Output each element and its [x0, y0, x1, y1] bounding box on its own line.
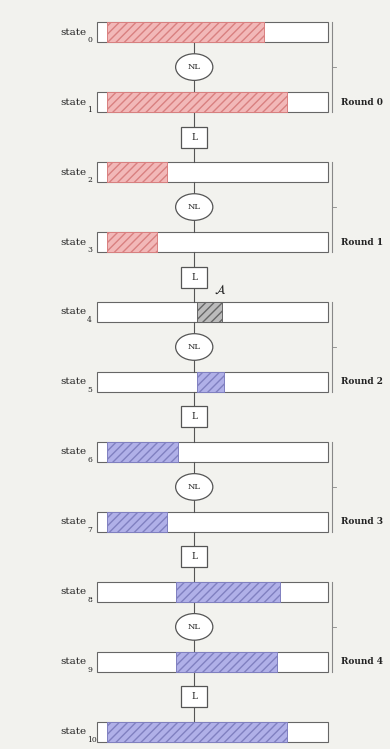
- Bar: [107, 512, 167, 532]
- Bar: [107, 22, 264, 42]
- Text: state: state: [60, 97, 86, 106]
- Bar: [181, 267, 207, 288]
- Ellipse shape: [176, 194, 213, 220]
- Bar: [98, 722, 328, 742]
- Bar: [197, 303, 222, 322]
- Text: state: state: [60, 237, 86, 246]
- Text: state: state: [60, 518, 86, 527]
- Bar: [107, 722, 287, 742]
- Text: L: L: [191, 413, 197, 422]
- Bar: [98, 442, 328, 461]
- Text: 10: 10: [87, 736, 97, 744]
- Text: 8: 8: [87, 595, 92, 604]
- Text: state: state: [60, 168, 86, 177]
- Bar: [98, 372, 328, 392]
- Bar: [98, 512, 328, 532]
- Bar: [176, 652, 277, 672]
- Text: L: L: [191, 133, 197, 142]
- Bar: [98, 582, 328, 601]
- Text: 9: 9: [87, 666, 92, 673]
- Text: state: state: [60, 308, 86, 317]
- Bar: [197, 372, 224, 392]
- Bar: [98, 303, 328, 322]
- Ellipse shape: [176, 473, 213, 500]
- Bar: [98, 22, 328, 42]
- Text: Round 3: Round 3: [341, 518, 383, 527]
- Text: state: state: [60, 447, 86, 456]
- Text: L: L: [191, 692, 197, 701]
- Bar: [98, 92, 328, 112]
- Text: 0: 0: [87, 36, 92, 44]
- Bar: [107, 163, 167, 182]
- Text: NL: NL: [188, 623, 201, 631]
- Text: L: L: [191, 553, 197, 562]
- Bar: [176, 582, 280, 601]
- Bar: [181, 407, 207, 428]
- Text: Round 1: Round 1: [341, 237, 383, 246]
- Bar: [107, 22, 264, 42]
- Bar: [98, 652, 328, 672]
- Text: Round 0: Round 0: [341, 97, 383, 106]
- Text: 5: 5: [87, 386, 92, 394]
- Text: 3: 3: [87, 246, 92, 254]
- Text: 1: 1: [87, 106, 92, 114]
- Text: 4: 4: [87, 316, 92, 324]
- Bar: [107, 232, 158, 252]
- Bar: [176, 582, 280, 601]
- Bar: [107, 442, 178, 461]
- Bar: [98, 163, 328, 182]
- Text: NL: NL: [188, 203, 201, 211]
- Ellipse shape: [176, 613, 213, 640]
- Bar: [181, 127, 207, 148]
- Ellipse shape: [176, 334, 213, 360]
- Bar: [107, 442, 178, 461]
- Text: L: L: [191, 273, 197, 282]
- Text: 6: 6: [87, 455, 92, 464]
- Text: state: state: [60, 587, 86, 596]
- Text: Round 2: Round 2: [341, 377, 383, 386]
- Bar: [107, 722, 287, 742]
- Text: NL: NL: [188, 343, 201, 351]
- Bar: [107, 512, 167, 532]
- Text: 7: 7: [87, 526, 92, 534]
- Text: state: state: [60, 377, 86, 386]
- Bar: [197, 303, 222, 322]
- Bar: [98, 232, 328, 252]
- Bar: [107, 92, 287, 112]
- Bar: [176, 652, 277, 672]
- Bar: [107, 92, 287, 112]
- Bar: [181, 547, 207, 568]
- Text: state: state: [60, 727, 86, 736]
- Text: NL: NL: [188, 63, 201, 71]
- Ellipse shape: [176, 54, 213, 80]
- Text: state: state: [60, 28, 86, 37]
- Text: 2: 2: [87, 176, 92, 184]
- Bar: [107, 163, 167, 182]
- Text: NL: NL: [188, 483, 201, 491]
- Text: state: state: [60, 658, 86, 667]
- Text: Round 4: Round 4: [341, 658, 383, 667]
- Bar: [181, 686, 207, 707]
- Bar: [197, 372, 224, 392]
- Bar: [107, 232, 158, 252]
- Text: $\mathcal{A}$: $\mathcal{A}$: [215, 284, 227, 297]
